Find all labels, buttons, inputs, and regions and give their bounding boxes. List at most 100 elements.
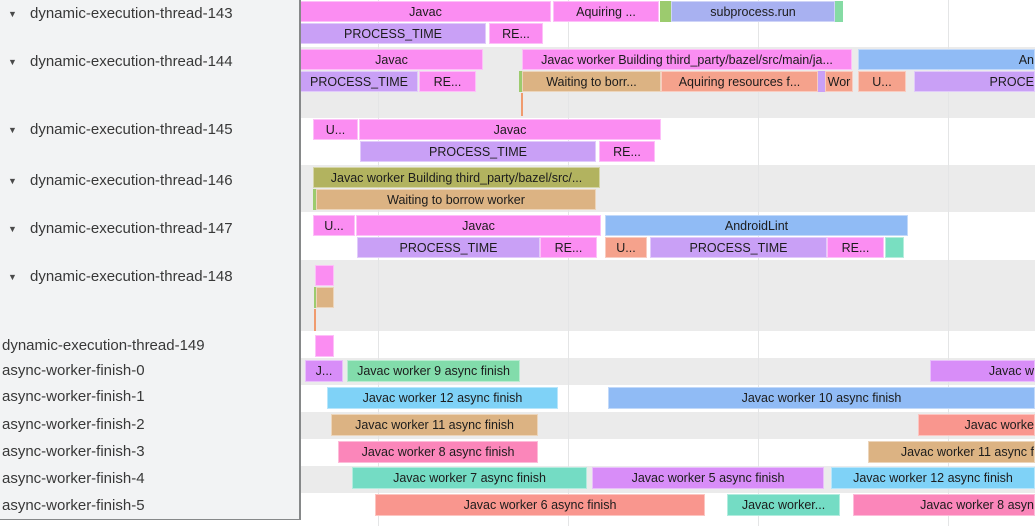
trace-slice[interactable]: Javac worker... — [727, 494, 840, 516]
sidebar-track-async-worker-finish-1[interactable]: async-worker-finish-1 — [0, 386, 299, 408]
trace-slice[interactable]: Javac worke — [918, 414, 1035, 436]
trace-slice[interactable]: Javac worker 9 async finish — [347, 360, 520, 382]
trace-slice[interactable]: PROCESS_TIME — [300, 23, 486, 44]
trace-slice[interactable] — [314, 309, 316, 331]
trace-slice[interactable]: RE... — [489, 23, 543, 44]
trace-slice[interactable]: Javac worker 8 async finish — [338, 441, 538, 463]
track-background — [301, 331, 1035, 358]
trace-slice[interactable]: subprocess.run — [671, 1, 835, 22]
trace-slice[interactable]: AndroidLint — [605, 215, 908, 236]
trace-slice[interactable]: Javac w — [930, 360, 1035, 382]
gridline — [758, 0, 759, 526]
trace-slice[interactable] — [314, 287, 316, 308]
sidebar-track-async-worker-finish-3[interactable]: async-worker-finish-3 — [0, 441, 299, 463]
collapse-triangle-icon[interactable]: ▼ — [8, 272, 17, 282]
trace-slice-label: Javac worke — [964, 418, 1034, 432]
sidebar-track-dynamic-execution-thread-145[interactable]: ▼ dynamic-execution-thread-145 — [0, 119, 299, 141]
trace-slice[interactable] — [818, 71, 825, 92]
trace-slice-label: Javac w — [988, 364, 1034, 378]
gridline — [378, 0, 379, 526]
trace-slice-label: RE... — [613, 144, 641, 159]
sidebar-track-dynamic-execution-thread-143[interactable]: ▼ dynamic-execution-thread-143 — [0, 3, 299, 25]
sidebar-track-async-worker-finish-2[interactable]: async-worker-finish-2 — [0, 414, 299, 436]
trace-slice[interactable]: PROCESS_TIME — [300, 71, 418, 92]
trace-slice-label: PROCESS_TIME — [689, 240, 788, 255]
collapse-triangle-icon[interactable]: ▼ — [8, 57, 17, 67]
trace-slice-label: Javac worker 8 asyn — [920, 498, 1034, 512]
trace-slice[interactable]: Javac worker Building third_party/bazel/… — [313, 167, 600, 188]
trace-slice[interactable]: Waiting to borrow worker — [316, 189, 596, 210]
trace-slice[interactable] — [315, 335, 334, 357]
trace-slice[interactable]: RE... — [599, 141, 655, 162]
trace-slice[interactable]: Javac worker Building third_party/bazel/… — [522, 49, 852, 70]
sidebar-track-async-worker-finish-5[interactable]: async-worker-finish-5 — [0, 495, 299, 517]
sidebar-track-async-worker-finish-0[interactable]: async-worker-finish-0 — [0, 360, 299, 382]
trace-slice-label: U... — [872, 74, 892, 89]
sidebar-track-dynamic-execution-thread-148[interactable]: ▼ dynamic-execution-thread-148 — [0, 266, 299, 288]
trace-slice-label: Javac — [409, 4, 442, 19]
trace-slice[interactable] — [316, 287, 334, 308]
trace-slice[interactable] — [521, 93, 523, 116]
trace-slice[interactable] — [315, 265, 334, 286]
trace-slice[interactable]: RE... — [827, 237, 884, 258]
trace-slice[interactable] — [660, 1, 671, 22]
trace-slice[interactable]: Waiting to borr... — [522, 71, 661, 92]
collapse-triangle-icon[interactable]: ▼ — [8, 224, 17, 234]
track-label: async-worker-finish-2 — [2, 416, 145, 433]
trace-slice-label: PROCESS_TIME — [399, 240, 498, 255]
trace-slice[interactable]: Javac worker 7 async finish — [352, 467, 587, 489]
trace-slice[interactable]: U... — [313, 215, 355, 236]
trace-slice[interactable]: Javac worker 10 async finish — [608, 387, 1035, 409]
trace-slice-label: PROCESS_TIME — [310, 74, 408, 89]
trace-slice[interactable]: Javac — [300, 49, 483, 70]
track-label: dynamic-execution-thread-145 — [30, 121, 233, 138]
trace-slice[interactable]: Javac — [359, 119, 661, 140]
trace-slice[interactable]: Wor — [825, 71, 853, 92]
trace-slice[interactable]: Javac worker 8 asyn — [853, 494, 1035, 516]
sidebar-track-dynamic-execution-thread-147[interactable]: ▼ dynamic-execution-thread-147 — [0, 218, 299, 240]
collapse-triangle-icon[interactable]: ▼ — [8, 125, 17, 135]
trace-slice[interactable]: Javac worker 5 async finish — [592, 467, 824, 489]
trace-slice[interactable]: PROCESS_TIME — [360, 141, 596, 162]
track-name-sidebar: ▼ dynamic-execution-thread-143 ▼ dynamic-ex… — [0, 0, 301, 520]
trace-slice-label: Javac worker 12 async finish — [362, 391, 523, 405]
collapse-triangle-icon[interactable]: ▼ — [8, 176, 17, 186]
trace-slice[interactable]: Javac worker 11 async f — [868, 441, 1035, 463]
trace-slice[interactable] — [835, 1, 843, 22]
trace-slice[interactable]: RE... — [540, 237, 597, 258]
track-label: dynamic-execution-thread-143 — [30, 5, 233, 22]
trace-slice[interactable] — [519, 71, 522, 92]
trace-slice[interactable]: Javac worker 12 async finish — [327, 387, 558, 409]
sidebar-track-dynamic-execution-thread-149[interactable]: dynamic-execution-thread-149 — [0, 335, 299, 357]
trace-slice[interactable]: Javac worker 11 async finish — [331, 414, 538, 436]
trace-slice[interactable]: Javac — [356, 215, 601, 236]
trace-slice[interactable]: PROCESS_TIME — [357, 237, 540, 258]
track-label: dynamic-execution-thread-149 — [2, 337, 205, 354]
trace-slice-label: Javac — [493, 122, 527, 137]
trace-slice[interactable]: U... — [858, 71, 906, 92]
trace-slice[interactable]: Aquiring resources f... — [661, 71, 818, 92]
trace-slice[interactable]: U... — [313, 119, 358, 140]
collapse-triangle-icon[interactable]: ▼ — [8, 9, 17, 19]
trace-slice-label: Waiting to borrow worker — [387, 192, 525, 207]
trace-slice[interactable]: An — [858, 49, 1035, 70]
trace-slice-label: RE... — [841, 240, 870, 255]
sidebar-track-dynamic-execution-thread-144[interactable]: ▼ dynamic-execution-thread-144 — [0, 51, 299, 73]
trace-slice[interactable]: Javac worker 6 async finish — [375, 494, 705, 516]
trace-slice[interactable]: RE... — [419, 71, 476, 92]
sidebar-track-dynamic-execution-thread-146[interactable]: ▼ dynamic-execution-thread-146 — [0, 170, 299, 192]
trace-slice[interactable]: Javac worker 12 async finish — [831, 467, 1035, 489]
trace-slice-label: Javac worker... — [741, 498, 826, 512]
trace-slice[interactable]: J... — [305, 360, 343, 382]
gridline — [948, 0, 949, 526]
trace-slice[interactable]: U... — [605, 237, 647, 258]
trace-slice-label: Javac worker 5 async finish — [631, 471, 785, 485]
trace-slice[interactable]: PROCESS_TIME — [650, 237, 827, 258]
trace-slice[interactable] — [313, 189, 316, 210]
trace-slice[interactable]: Aquiring ... — [553, 1, 659, 22]
trace-slice[interactable]: PROCE — [914, 71, 1035, 92]
track-label: async-worker-finish-4 — [2, 470, 145, 487]
trace-slice[interactable]: Javac — [300, 1, 551, 22]
trace-slice[interactable] — [885, 237, 904, 258]
sidebar-track-async-worker-finish-4[interactable]: async-worker-finish-4 — [0, 468, 299, 490]
